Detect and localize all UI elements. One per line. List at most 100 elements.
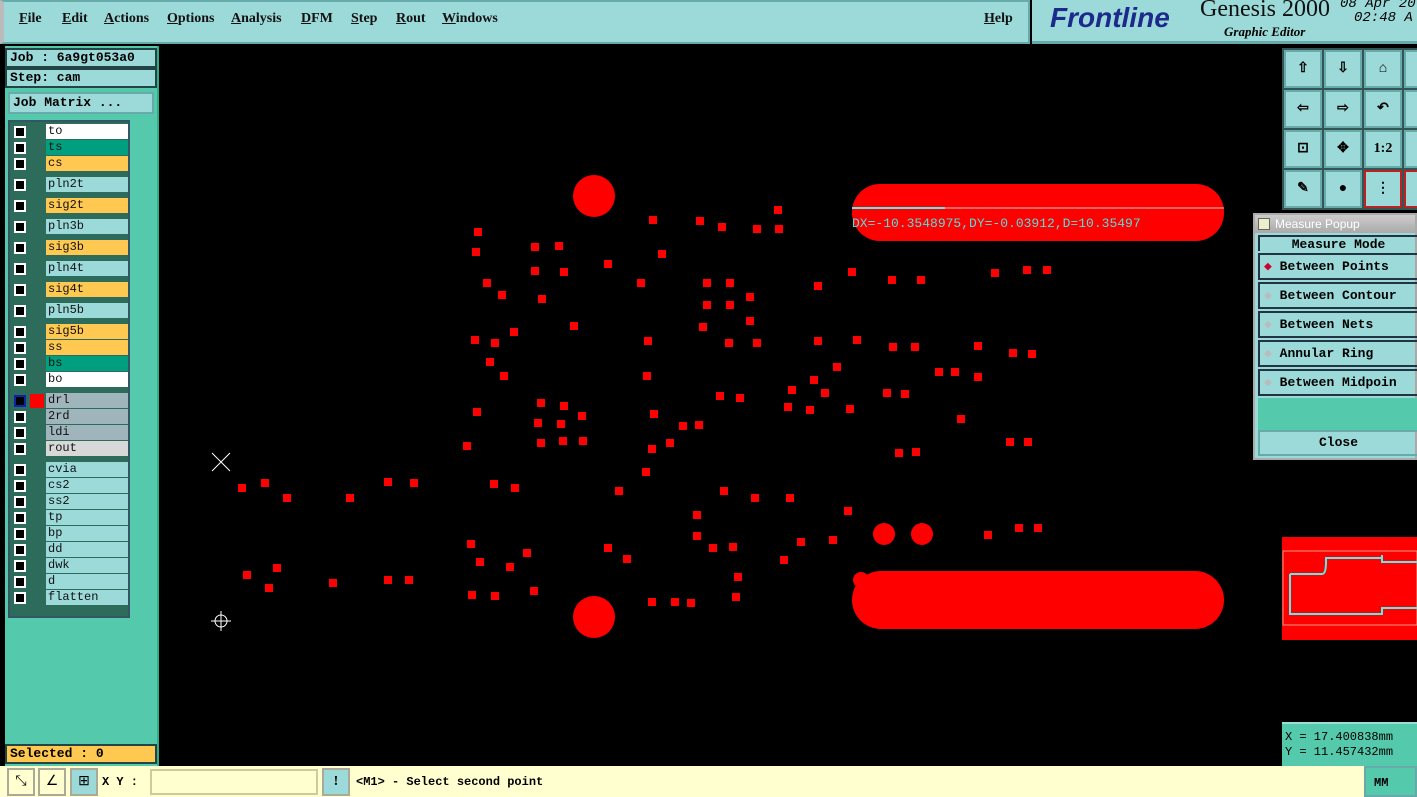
layer-checkbox[interactable] (14, 263, 26, 275)
menu-actions[interactable]: Actions (104, 11, 150, 26)
layer-checkbox[interactable] (14, 326, 26, 338)
layer-row-dwk[interactable]: dwk (12, 558, 128, 574)
scale-button[interactable]: 1:2 (1364, 130, 1402, 168)
layer-checkbox[interactable] (14, 576, 26, 588)
xy-input[interactable] (150, 769, 318, 795)
menu-windows[interactable]: Windows (442, 11, 498, 26)
layer-checkbox[interactable] (14, 158, 26, 170)
layer-row-sig4t[interactable]: sig4t (12, 282, 128, 298)
more2-button[interactable]: ▯ (1404, 90, 1417, 128)
menu-step[interactable]: Step (351, 11, 378, 26)
layer-row-flatten[interactable]: flatten (12, 590, 128, 606)
grid-button[interactable]: ⊞ (70, 768, 98, 796)
pan-button[interactable]: ✥ (1324, 130, 1362, 168)
layer-row-cs2[interactable]: cs2 (12, 478, 128, 494)
menu-dfm[interactable]: DFM (301, 11, 333, 26)
layer-row-sig2t[interactable]: sig2t (12, 198, 128, 214)
netlist2-button[interactable]: ⋮ (1404, 170, 1417, 208)
layer-row-sig5b[interactable]: sig5b (12, 324, 128, 340)
layer-checkbox[interactable] (14, 544, 26, 556)
layer-checkbox[interactable] (14, 126, 26, 138)
layer-checkbox[interactable] (14, 142, 26, 154)
more-button[interactable]: ▯ (1404, 50, 1417, 88)
menu-rout[interactable]: Rout (396, 11, 426, 26)
layer-row-bs[interactable]: bs (12, 356, 128, 372)
pcb-view[interactable] (160, 46, 1280, 766)
layer-checkbox[interactable] (14, 374, 26, 386)
more3-button[interactable]: ▯ (1404, 130, 1417, 168)
layer-checkbox[interactable] (14, 179, 26, 191)
menu-edit[interactable]: Edit (62, 11, 88, 26)
job-matrix-button[interactable]: Job Matrix ... (8, 92, 154, 114)
layer-checkbox[interactable] (14, 427, 26, 439)
popup-title: Measure Popup (1255, 215, 1415, 233)
layer-row-bo[interactable]: bo (12, 372, 128, 388)
layer-checkbox[interactable] (14, 560, 26, 572)
layer-checkbox[interactable] (14, 305, 26, 317)
layer-checkbox[interactable] (14, 342, 26, 354)
move-down-button[interactable]: ⇩ (1324, 50, 1362, 88)
layer-row-ss[interactable]: ss (12, 340, 128, 356)
layer-checkbox[interactable] (14, 358, 26, 370)
layer-checkbox[interactable] (14, 443, 26, 455)
layer-row-cvia[interactable]: cvia (12, 462, 128, 478)
layer-checkbox[interactable] (14, 395, 26, 407)
layer-name: cs (46, 156, 128, 171)
layer-name: sig4t (46, 282, 128, 297)
alert-button[interactable]: ! (322, 768, 350, 796)
layer-row-rout[interactable]: rout (12, 441, 128, 457)
layer-checkbox[interactable] (14, 200, 26, 212)
home-button[interactable]: ⌂ (1364, 50, 1402, 88)
close-button[interactable]: Close (1258, 430, 1417, 456)
layer-row-pln4t[interactable]: pln4t (12, 261, 128, 277)
smd-pad (410, 479, 418, 487)
menu-help[interactable]: Help (984, 11, 1013, 26)
layer-row-drl[interactable]: drl (12, 393, 128, 409)
graphic-canvas[interactable]: DX=-10.3548975,DY=-0.03912,D=10.35497 (160, 46, 1280, 766)
radio-diamond-icon: ◆ (1264, 259, 1272, 274)
move-right-button[interactable]: ⇨ (1324, 90, 1362, 128)
layer-row-sig3b[interactable]: sig3b (12, 240, 128, 256)
layer-row-tp[interactable]: tp (12, 510, 128, 526)
undo-button[interactable]: ↶ (1364, 90, 1402, 128)
layer-row-bp[interactable]: bp (12, 526, 128, 542)
layer-row-ss2[interactable]: ss2 (12, 494, 128, 510)
menu-options[interactable]: Options (167, 11, 215, 26)
measure-mode-option[interactable]: ◆ Between Nets (1258, 311, 1417, 338)
measure-mode-option[interactable]: ◆ Between Midpoin (1258, 369, 1417, 396)
menu-file[interactable]: File (19, 11, 42, 26)
layer-row-ldi[interactable]: ldi (12, 425, 128, 441)
layer-row-dd[interactable]: dd (12, 542, 128, 558)
layer-checkbox[interactable] (14, 592, 26, 604)
layer-row-to[interactable]: to (12, 124, 128, 140)
layer-row-pln5b[interactable]: pln5b (12, 303, 128, 319)
angle-snap-button[interactable]: ∠ (38, 768, 66, 796)
layer-row-pln3b[interactable]: pln3b (12, 219, 128, 235)
layer-row-cs[interactable]: cs (12, 156, 128, 172)
layer-checkbox[interactable] (14, 512, 26, 524)
layer-checkbox[interactable] (14, 411, 26, 423)
menu-analysis[interactable]: Analysis (231, 11, 282, 26)
layer-checkbox[interactable] (14, 496, 26, 508)
layer-checkbox[interactable] (14, 221, 26, 233)
fit-button[interactable]: ⊡ (1284, 130, 1322, 168)
tools-button[interactable]: ✎ (1284, 170, 1322, 208)
layer-checkbox[interactable] (14, 528, 26, 540)
units-button[interactable]: MM (1364, 766, 1417, 797)
layer-checkbox[interactable] (14, 242, 26, 254)
layer-checkbox[interactable] (14, 284, 26, 296)
measure-mode-option[interactable]: ◆ Between Points (1258, 253, 1417, 280)
layer-row-d[interactable]: d (12, 574, 128, 590)
snap-button[interactable]: ● (1324, 170, 1362, 208)
layer-row-pln2t[interactable]: pln2t (12, 177, 128, 193)
layer-row-ts[interactable]: ts (12, 140, 128, 156)
measure-mode-option[interactable]: ◆ Annular Ring (1258, 340, 1417, 367)
move-left-button[interactable]: ⇦ (1284, 90, 1322, 128)
measure-mode-option[interactable]: ◆ Between Contour (1258, 282, 1417, 309)
netlist-button[interactable]: ⋮ (1364, 170, 1402, 208)
layer-checkbox[interactable] (14, 464, 26, 476)
move-up-button[interactable]: ⇧ (1284, 50, 1322, 88)
layer-checkbox[interactable] (14, 480, 26, 492)
layer-row-2rd[interactable]: 2rd (12, 409, 128, 425)
zoom-diagonal-button[interactable]: ⤡ (7, 768, 35, 796)
